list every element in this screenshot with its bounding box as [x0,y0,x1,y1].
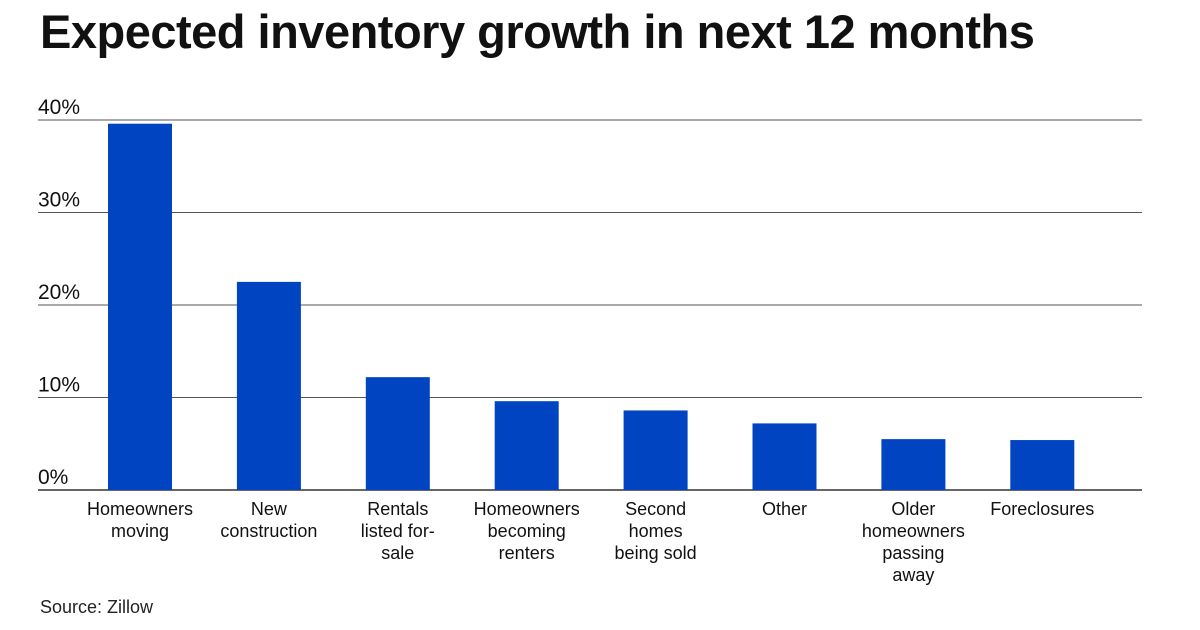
category-label: Homeowners becoming renters [474,499,580,563]
bar [365,377,430,490]
bar [881,439,946,490]
chart-title: Expected inventory growth in next 12 mon… [40,5,1035,58]
bar [494,401,559,490]
category-label: Other [762,499,807,519]
y-tick-label: 0% [38,466,68,489]
x-axis-category-labels: Homeowners moving New construction Rentals li… [87,499,1094,585]
source-note: Source: Zillow [40,597,154,617]
y-tick-label: 10% [38,374,80,397]
category-label: Foreclosures [990,499,1094,519]
category-label: Second homes being sold [615,499,697,563]
gridlines [38,119,1142,491]
y-axis-tick-labels: 0% 10% 20% 30% 40% [38,96,80,489]
category-label: Rentals listed for-sale [361,499,435,563]
bars [108,123,1075,490]
bar [236,281,301,490]
bar [752,423,817,490]
y-tick-label: 20% [38,281,80,304]
bar [108,123,172,490]
category-label: Older homeowners passing away [862,499,965,585]
bar [623,410,688,490]
bar [1010,440,1075,490]
y-tick-label: 40% [38,96,80,119]
category-label: New construction [220,499,317,541]
y-tick-label: 30% [38,189,80,212]
category-label: Homeowners moving [87,499,193,541]
